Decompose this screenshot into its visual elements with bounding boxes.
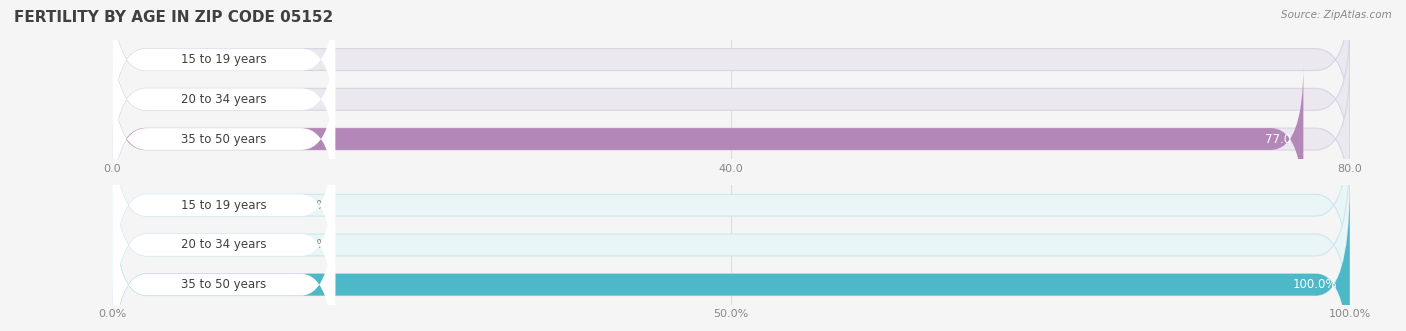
FancyBboxPatch shape bbox=[112, 0, 335, 136]
Text: 100.0%: 100.0% bbox=[1294, 278, 1337, 291]
FancyBboxPatch shape bbox=[112, 63, 335, 215]
FancyBboxPatch shape bbox=[112, 23, 335, 176]
FancyBboxPatch shape bbox=[112, 63, 1350, 215]
Text: FERTILITY BY AGE IN ZIP CODE 05152: FERTILITY BY AGE IN ZIP CODE 05152 bbox=[14, 10, 333, 25]
Text: 0.0%: 0.0% bbox=[298, 199, 328, 212]
FancyBboxPatch shape bbox=[112, 66, 1303, 212]
Text: 0.0: 0.0 bbox=[298, 53, 316, 66]
FancyBboxPatch shape bbox=[112, 147, 1350, 331]
Text: Source: ZipAtlas.com: Source: ZipAtlas.com bbox=[1281, 10, 1392, 20]
Text: 20 to 34 years: 20 to 34 years bbox=[181, 93, 267, 106]
FancyBboxPatch shape bbox=[112, 107, 1350, 304]
FancyBboxPatch shape bbox=[112, 186, 1350, 331]
FancyBboxPatch shape bbox=[112, 107, 335, 304]
Text: 15 to 19 years: 15 to 19 years bbox=[181, 53, 267, 66]
FancyBboxPatch shape bbox=[112, 23, 1350, 176]
Text: 35 to 50 years: 35 to 50 years bbox=[181, 278, 267, 291]
Text: 20 to 34 years: 20 to 34 years bbox=[181, 238, 267, 252]
Text: 35 to 50 years: 35 to 50 years bbox=[181, 132, 267, 146]
Text: 0.0%: 0.0% bbox=[298, 238, 328, 252]
Text: 77.0: 77.0 bbox=[1265, 132, 1291, 146]
Text: 15 to 19 years: 15 to 19 years bbox=[181, 199, 267, 212]
FancyBboxPatch shape bbox=[112, 186, 335, 331]
FancyBboxPatch shape bbox=[112, 186, 1350, 331]
FancyBboxPatch shape bbox=[112, 147, 335, 331]
Text: 0.0: 0.0 bbox=[298, 93, 316, 106]
FancyBboxPatch shape bbox=[112, 0, 1350, 136]
